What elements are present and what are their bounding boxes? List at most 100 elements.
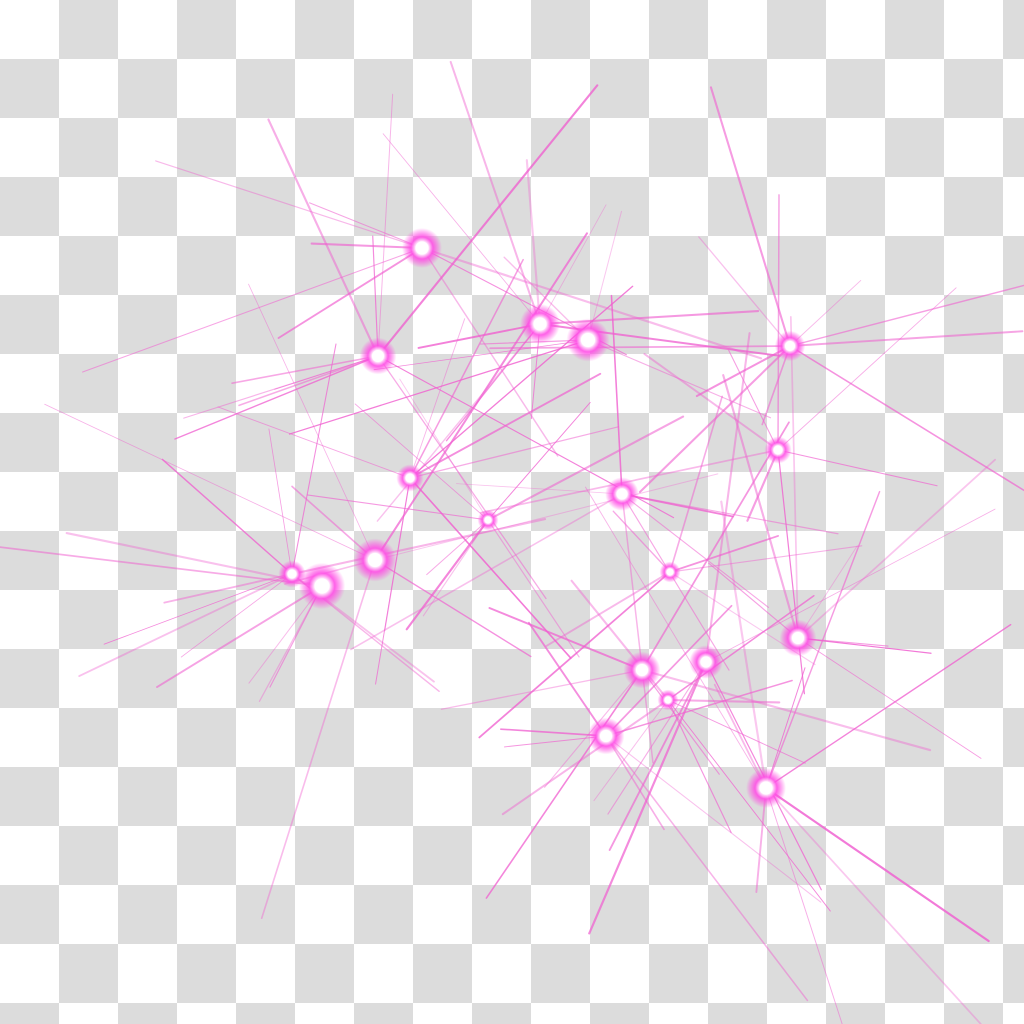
sparkle-ray <box>545 571 671 647</box>
sparkle-star-core <box>600 730 612 742</box>
sparkle-ray <box>409 285 634 479</box>
sparkle-ray <box>420 246 763 360</box>
sparkle-ray <box>260 559 376 920</box>
sparkle-ray <box>720 500 768 790</box>
sparkle-star-core <box>785 341 795 351</box>
sparkle-ray <box>605 735 822 903</box>
sparkle-ray <box>374 559 532 658</box>
sparkle-ray <box>765 623 1012 789</box>
sparkle-ray <box>777 449 806 695</box>
sparkle-star-core <box>405 473 415 483</box>
sparkle-ray <box>426 519 489 576</box>
sparkle-ray <box>777 449 938 487</box>
sparkle-star-core <box>415 241 429 255</box>
sparkle-ray <box>765 787 982 1024</box>
sparkle-star-core <box>581 333 595 347</box>
sparkle-stars <box>278 228 817 808</box>
sparkle-ray <box>373 339 589 371</box>
sparkle-star-core <box>372 350 384 362</box>
sparkle-star-core <box>666 568 674 576</box>
sparkle-ray <box>277 247 423 339</box>
sparkle-ray <box>248 283 376 561</box>
sparkle-ray <box>585 486 767 789</box>
sparkle-ray <box>621 493 730 671</box>
sparkle-ray <box>174 355 379 440</box>
sparkle-ray <box>621 493 654 764</box>
sparkle-ray <box>728 349 779 451</box>
sparkle-ray <box>765 787 843 1024</box>
sparkle-star-core <box>700 656 712 668</box>
sparkle-star-core <box>759 781 773 795</box>
sparkle-star-core <box>616 488 628 500</box>
sparkle-ray <box>709 86 792 348</box>
sparkle-ray <box>525 159 542 326</box>
sparkle-ray <box>374 473 719 561</box>
sparkle-ray <box>641 421 790 671</box>
sparkle-ray <box>765 490 881 789</box>
sparkle-ray <box>183 355 379 419</box>
sparkle-ray <box>478 571 671 739</box>
sparkle-ray <box>376 84 599 358</box>
sparkle-ray <box>377 93 394 357</box>
sparkle-ray <box>705 508 996 663</box>
sparkle-rays <box>0 60 1024 1024</box>
sparkle-ray <box>695 344 792 398</box>
sparkle-ray <box>375 477 411 685</box>
sparkle-ray <box>409 477 572 659</box>
sparkle-ray <box>489 345 791 350</box>
sparkle-ray <box>608 661 707 851</box>
sparkle-ray <box>708 562 799 639</box>
sparkle-ray <box>44 403 376 561</box>
sparkle-ray <box>405 518 490 631</box>
sparkle-ray <box>354 403 489 521</box>
sparkle-ray <box>587 339 772 419</box>
sparkle-ray <box>527 621 607 737</box>
sparkle-ray <box>409 318 466 479</box>
sparkle-ray <box>797 458 996 639</box>
sparkle-ray <box>669 545 863 573</box>
sparkle-ray <box>610 294 623 495</box>
sparkle-ray <box>377 355 547 600</box>
sparkle-ray <box>587 210 623 341</box>
sparkle-ray <box>588 660 708 935</box>
sparkle-ray <box>417 323 541 349</box>
sparkle-ray <box>372 235 379 357</box>
sparkle-ray <box>485 669 643 899</box>
sparkle-star-core <box>636 664 648 676</box>
sparkle-ray <box>539 204 607 325</box>
sparkle-ray <box>667 594 815 701</box>
sparkle-ray <box>488 607 643 671</box>
sparkle-ray <box>593 699 669 802</box>
sparkle-star-core <box>792 632 804 644</box>
sparkle-ray <box>268 428 293 575</box>
sparkle-ray <box>789 279 862 347</box>
sparkle-ray <box>350 493 623 651</box>
sparkle-ray <box>487 401 591 521</box>
sparkle-ray <box>217 406 411 479</box>
sparkle-ray <box>231 355 379 384</box>
sparkle-ray <box>789 330 1024 347</box>
sparkle-ray <box>621 493 839 535</box>
sparkle-ray <box>288 339 589 435</box>
sparkle-ray <box>291 343 337 575</box>
sparkle-ray <box>161 458 293 575</box>
sparkle-ray <box>605 735 809 1002</box>
sparkle-ray <box>612 510 671 573</box>
sparkle-ray <box>376 323 541 522</box>
sparkle-ray <box>698 236 791 347</box>
sparkle-ray <box>789 284 1024 347</box>
sparkle-ray <box>797 637 982 759</box>
sparkle-ray <box>306 494 489 521</box>
sparkle-ray <box>290 518 547 576</box>
sparkle-star-core <box>314 578 330 594</box>
sparkle-ray <box>605 604 733 737</box>
sparkle-ray <box>82 247 423 373</box>
sparkle-star-core <box>533 317 547 331</box>
sparkle-ray <box>440 669 643 710</box>
sparkle-ray <box>621 493 770 608</box>
sparkle-star-core <box>484 516 492 524</box>
sparkle-ray <box>704 332 751 664</box>
sparkle-ray <box>765 667 806 789</box>
